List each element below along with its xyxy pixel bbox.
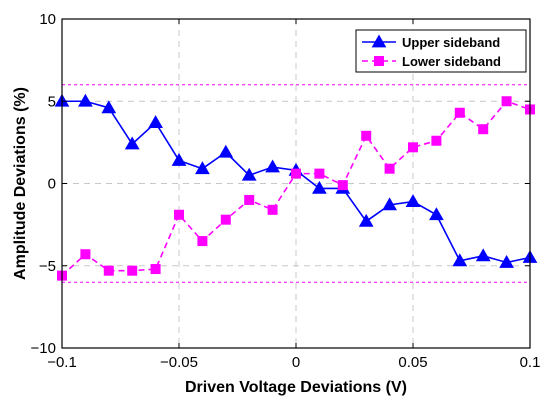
data-point	[475, 248, 491, 262]
x-tick-label: −0.1	[47, 354, 77, 371]
data-point	[405, 194, 421, 207]
x-tick-label: 0	[292, 354, 300, 371]
y-tick-label: −5	[39, 258, 56, 275]
legend-label: Upper sideband	[402, 35, 500, 50]
x-tick-label: 0.1	[520, 354, 541, 371]
data-point	[454, 107, 465, 118]
data-point	[148, 115, 163, 129]
data-point	[312, 180, 327, 194]
data-point	[244, 194, 255, 205]
data-point	[218, 144, 234, 158]
x-axis-title: Driven Voltage Deviations (V)	[185, 379, 407, 396]
data-point	[499, 254, 514, 268]
y-tick-label: −10	[31, 340, 56, 357]
legend-label: Lower sideband	[402, 54, 501, 69]
data-point	[291, 168, 301, 179]
data-point	[78, 93, 93, 107]
data-point	[358, 213, 374, 227]
tick-labels: −0.1 −0.05 0 0.05 0.1 10 5 0 −5 −10	[31, 11, 541, 371]
data-point	[429, 207, 444, 221]
series-line	[62, 100, 531, 264]
y-tick-label: 0	[48, 176, 56, 193]
y-axis-title: Amplitude Deviations (%)	[12, 87, 29, 280]
data-point	[267, 204, 278, 215]
data-point	[361, 130, 372, 141]
legend-marker	[374, 56, 384, 66]
data-point	[174, 209, 184, 220]
x-tick-label: −0.05	[160, 354, 198, 371]
x-tick-label: 0.05	[398, 354, 427, 371]
y-tick-label: 5	[48, 93, 56, 110]
data-point	[501, 96, 512, 107]
data-point	[408, 142, 418, 153]
data-point	[337, 180, 348, 191]
data-point	[431, 135, 442, 146]
reference-lines	[62, 84, 530, 283]
data-point	[478, 124, 489, 135]
data-point	[171, 152, 187, 166]
legend: Upper sideband Lower sideband	[355, 29, 527, 73]
data-point	[241, 167, 257, 181]
data-point	[124, 136, 140, 150]
data-point	[101, 100, 117, 114]
data-point	[314, 168, 325, 179]
legend-marker	[371, 34, 387, 48]
data-point	[195, 161, 210, 175]
data-point	[103, 265, 114, 276]
data-point	[382, 197, 397, 211]
legend-box	[355, 29, 527, 73]
data-point	[127, 265, 138, 276]
data-point	[197, 236, 208, 247]
data-point	[80, 249, 91, 260]
legend-entry: Lower sideband	[362, 54, 501, 69]
legend-entry: Upper sideband	[362, 34, 500, 50]
data-point	[150, 264, 161, 275]
data-point	[265, 159, 280, 173]
data-point	[452, 253, 468, 267]
y-tick-label: 10	[39, 11, 56, 28]
data-point	[384, 163, 395, 174]
data-point	[220, 214, 231, 225]
